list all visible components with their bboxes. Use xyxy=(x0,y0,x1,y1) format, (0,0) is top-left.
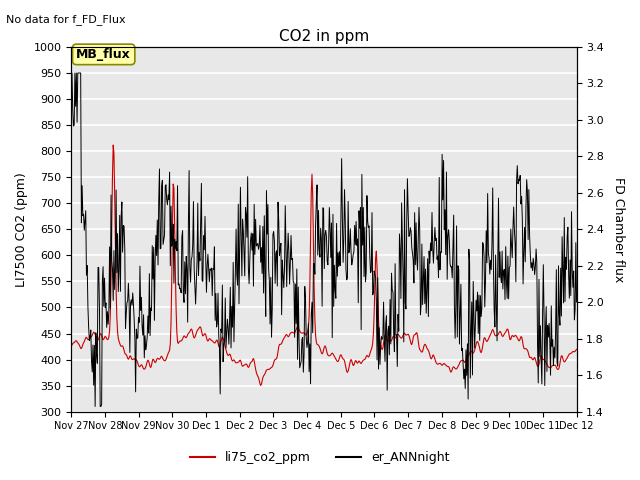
Line: li75_co2_ppm: li75_co2_ppm xyxy=(71,145,577,385)
er_ANNnight xyxy=(92,404,99,409)
li75_co2_ppm xyxy=(228,357,236,363)
li75_co2_ppm xyxy=(573,347,580,352)
Y-axis label: LI7500 CO2 (ppm): LI7500 CO2 (ppm) xyxy=(15,172,28,287)
er_ANNnight xyxy=(67,112,75,118)
li75_co2_ppm xyxy=(109,142,117,148)
er_ANNnight xyxy=(524,237,532,242)
er_ANNnight xyxy=(193,280,200,286)
er_ANNnight xyxy=(401,187,408,192)
li75_co2_ppm xyxy=(524,349,532,355)
Text: MB_flux: MB_flux xyxy=(76,48,131,61)
li75_co2_ppm xyxy=(257,383,264,388)
li75_co2_ppm xyxy=(211,340,218,346)
er_ANNnight xyxy=(68,70,76,76)
er_ANNnight xyxy=(228,324,236,330)
Title: CO2 in ppm: CO2 in ppm xyxy=(279,29,369,44)
Legend: li75_co2_ppm, er_ANNnight: li75_co2_ppm, er_ANNnight xyxy=(186,446,454,469)
li75_co2_ppm xyxy=(67,343,75,349)
li75_co2_ppm xyxy=(401,330,408,336)
er_ANNnight xyxy=(462,347,470,353)
li75_co2_ppm xyxy=(192,332,200,338)
Y-axis label: FD Chamber flux: FD Chamber flux xyxy=(612,177,625,282)
Line: er_ANNnight: er_ANNnight xyxy=(71,73,577,407)
li75_co2_ppm xyxy=(462,357,470,363)
er_ANNnight xyxy=(211,318,219,324)
Text: No data for f_FD_Flux: No data for f_FD_Flux xyxy=(6,14,126,25)
er_ANNnight xyxy=(573,299,580,305)
